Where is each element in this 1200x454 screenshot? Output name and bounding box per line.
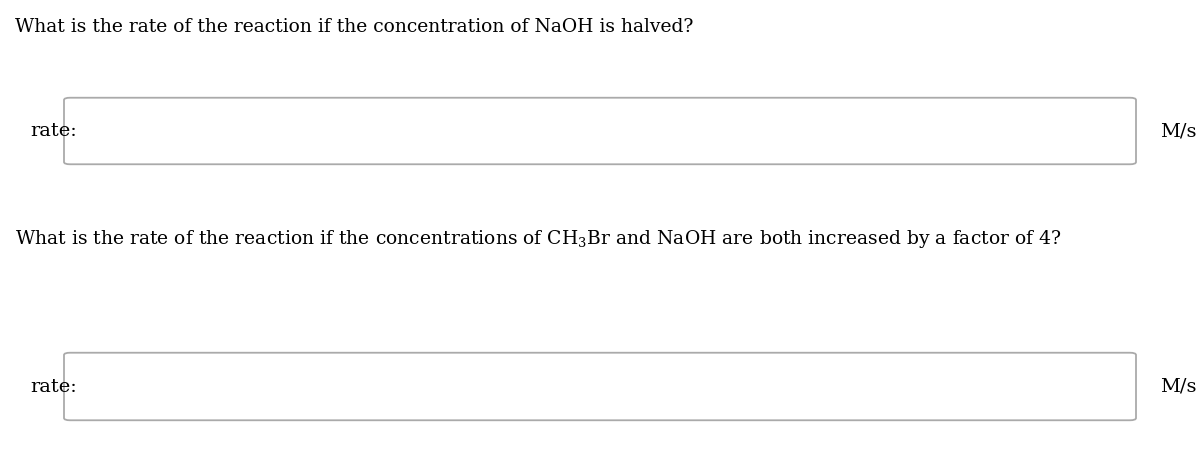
Text: rate:: rate: [30, 377, 77, 395]
Text: rate:: rate: [30, 122, 77, 140]
Text: M/s: M/s [1160, 122, 1196, 140]
Text: M/s: M/s [1160, 377, 1196, 395]
Text: What is the rate of the reaction if the concentration of NaOH is halved?: What is the rate of the reaction if the … [14, 18, 694, 36]
Text: What is the rate of the reaction if the concentrations of $\mathregular{CH_3}$Br: What is the rate of the reaction if the … [14, 228, 1062, 250]
